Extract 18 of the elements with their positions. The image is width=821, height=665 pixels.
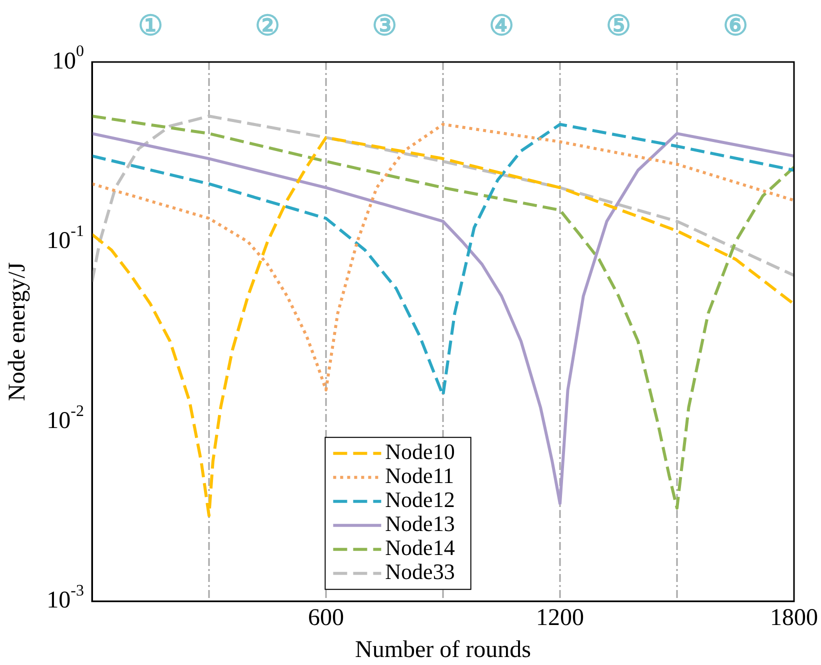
legend-label: Node14	[385, 535, 455, 560]
line-series	[92, 114, 794, 284]
legend-label: Node11	[385, 463, 454, 488]
legend-label: Node10	[385, 439, 455, 464]
text: ⑥	[723, 11, 748, 42]
legend-label: Node33	[385, 559, 455, 584]
x-tick-label: 600	[308, 605, 344, 632]
text: ③	[372, 11, 397, 42]
y-axis-title: Node energy/J	[4, 262, 31, 402]
text: ④	[489, 11, 514, 42]
legend-label: Node13	[385, 511, 455, 536]
x-tick-label: 1800	[770, 605, 818, 632]
text: ⑤	[606, 11, 631, 42]
x-tick-label: 1200	[536, 605, 584, 632]
text: ②	[255, 11, 280, 42]
legend-label: Node12	[385, 487, 455, 512]
text: ①	[138, 11, 163, 42]
x-axis-title: Number of rounds	[355, 636, 531, 663]
